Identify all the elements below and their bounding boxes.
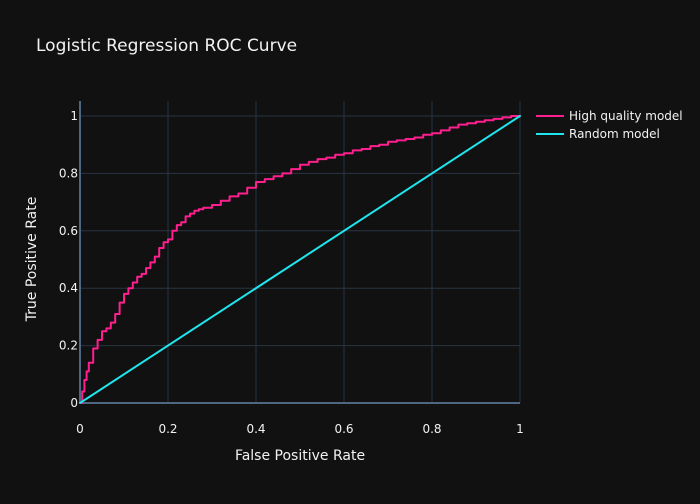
- y-tick-label: 0.4: [59, 281, 78, 295]
- y-axis-label: True Positive Rate: [24, 197, 40, 323]
- legend-label: High quality model: [569, 109, 683, 123]
- x-tick-label: 1: [516, 422, 524, 436]
- x-tick-label: 0.4: [246, 422, 265, 436]
- series-line-high-quality: [79, 115, 521, 404]
- grid-layer: [80, 101, 521, 403]
- x-tick-label: 0.2: [158, 422, 177, 436]
- y-tick-label: 0.8: [59, 166, 78, 180]
- axis-layer: [79, 101, 520, 404]
- y-tick-label: 0.6: [59, 224, 78, 238]
- x-tick-label: 0: [76, 422, 84, 436]
- series-line-random: [79, 115, 521, 404]
- tick-layer: 0 0.2 0.4 0.6 0.8 1 0 0.2 0.4 0.6 0.8 1: [59, 109, 524, 436]
- y-tick-label: 0.2: [59, 339, 78, 353]
- x-tick-label: 0.8: [422, 422, 441, 436]
- plot-area: 0 0.2 0.4 0.6 0.8 1 0 0.2 0.4 0.6 0.8 1: [59, 101, 524, 436]
- series-layer: [79, 115, 521, 404]
- x-axis-label: False Positive Rate: [235, 448, 365, 464]
- y-tick-label: 0: [70, 396, 78, 410]
- chart-title: Logistic Regression ROC Curve: [36, 36, 297, 56]
- x-tick-label: 0.6: [334, 422, 353, 436]
- y-tick-label: 1: [70, 109, 78, 123]
- legend: High quality model Random model: [536, 109, 683, 141]
- legend-label: Random model: [569, 127, 660, 141]
